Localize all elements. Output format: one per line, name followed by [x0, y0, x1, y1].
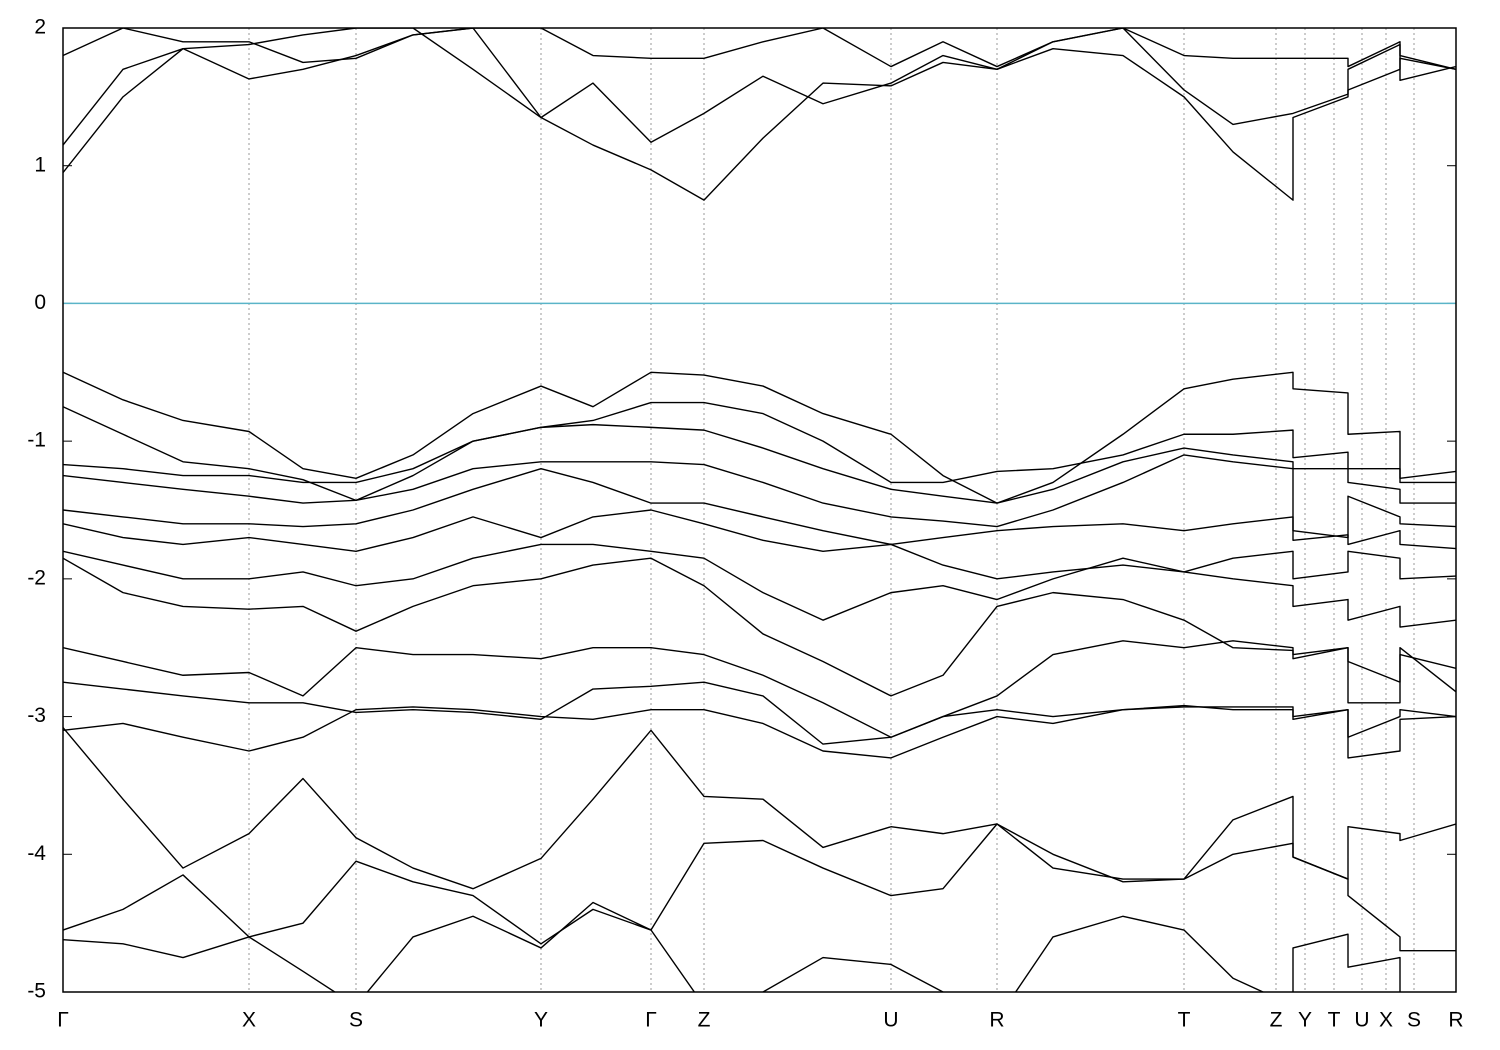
y-tick-label: -1: [27, 429, 46, 452]
y-tick-label: 0: [34, 291, 46, 314]
x-tick-label: R: [1448, 1009, 1463, 1032]
band-line: [63, 640, 1456, 738]
x-tick-label: S: [1407, 1009, 1421, 1032]
band-line: [63, 371, 1456, 504]
grid: [63, 27, 1456, 993]
x-tick-label: Z: [698, 1009, 711, 1032]
y-tick-label: 2: [34, 16, 46, 39]
band-line: [63, 543, 1456, 628]
band-line: [63, 823, 1456, 952]
x-tick-label: U: [1354, 1009, 1369, 1032]
x-tick-label: X: [1379, 1009, 1393, 1032]
x-tick-label: R: [989, 1009, 1004, 1032]
band-line: [63, 28, 1456, 146]
x-tick-label: Γ: [645, 1009, 657, 1032]
x-tick-label: T: [1328, 1009, 1341, 1032]
x-tick-label: Z: [1270, 1009, 1283, 1032]
y-tick-label: -2: [27, 566, 46, 589]
x-tick-label: Y: [1298, 1009, 1312, 1032]
x-tick-label: X: [242, 1009, 256, 1032]
bands: [63, 28, 1456, 992]
plot-frame: [62, 27, 1457, 993]
y-tick-label: 1: [34, 153, 46, 176]
y-tick-label: -4: [27, 842, 46, 865]
band-line: [63, 28, 1456, 70]
x-tick-label: T: [1178, 1009, 1191, 1032]
band-line: [63, 454, 1456, 539]
tick-labels: 210-1-2-3-4-5Γ X S Y Γ Z U R T Z Y T U X S R: [27, 16, 1463, 1032]
band-line: [63, 681, 1456, 745]
x-tick-label: U: [883, 1009, 898, 1032]
band-line: [63, 706, 1456, 759]
band-line: [63, 467, 1456, 550]
band-line: [63, 509, 1456, 580]
band-line: [63, 557, 1456, 697]
y-tick-label: -3: [27, 704, 46, 727]
band-line: [63, 28, 1456, 201]
x-tick-label: Γ: [57, 1009, 69, 1032]
x-tick-label: S: [349, 1009, 363, 1032]
band-line: [63, 401, 1456, 502]
band-line: [63, 901, 1401, 992]
band-line: [63, 423, 1456, 504]
y-tick-label: -5: [27, 980, 46, 1003]
x-tick-label: Y: [534, 1009, 548, 1032]
band-line: [63, 727, 1456, 890]
